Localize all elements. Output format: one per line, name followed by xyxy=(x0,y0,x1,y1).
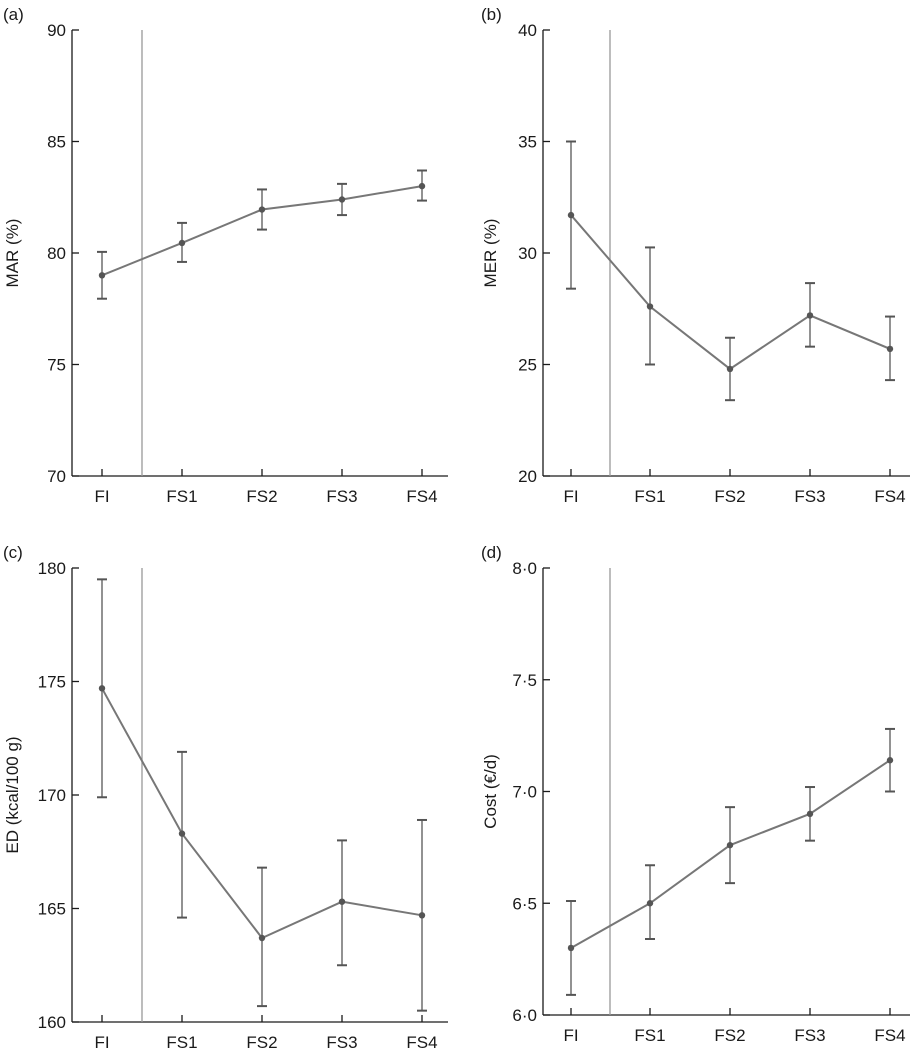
x-tick-label: FI xyxy=(563,1026,578,1045)
y-tick-label: 180 xyxy=(38,559,66,578)
data-point xyxy=(418,912,426,919)
data-point xyxy=(726,841,734,849)
x-tick-label: FS4 xyxy=(874,487,905,506)
data-point xyxy=(567,944,575,952)
chart-panel-4: (d) 6·0 6·5 7·0 7·5 8·0 FI FS1 FS2 FS3 FS4 Cost (€/… xyxy=(481,543,910,1045)
data-point xyxy=(806,810,814,818)
x-tick-label: FS2 xyxy=(246,1033,277,1052)
y-tick-label: 7·5 xyxy=(512,671,537,690)
y-tick-label: 40 xyxy=(518,21,537,40)
x-tick-label: FS1 xyxy=(166,487,197,506)
y-tick-label: 8·0 xyxy=(512,559,537,578)
y-axis-label: ED (kcal/100 g) xyxy=(3,736,22,853)
y-tick-label: 35 xyxy=(518,133,537,152)
y-tick-label: 85 xyxy=(47,133,66,152)
panel-label: (c) xyxy=(3,543,23,562)
y-axis-label: MAR (%) xyxy=(3,219,22,288)
x-tick-label: FS2 xyxy=(246,487,277,506)
x-tick-label: FI xyxy=(94,1033,109,1052)
panel-label: (d) xyxy=(481,543,502,562)
y-tick-label: 6·0 xyxy=(512,1006,537,1025)
x-tick-label: FS3 xyxy=(794,487,825,506)
panel-label: (a) xyxy=(3,5,24,24)
data-point xyxy=(258,934,266,942)
y-tick-label: 20 xyxy=(518,467,537,486)
data-point xyxy=(886,757,894,764)
data-point xyxy=(178,239,186,247)
data-point xyxy=(886,345,894,353)
data-point xyxy=(726,365,734,373)
x-tick-label: FS2 xyxy=(714,487,745,506)
data-point xyxy=(178,830,186,837)
x-tick-label: FS1 xyxy=(166,1033,197,1052)
data-point xyxy=(338,196,346,203)
x-tick-label: FI xyxy=(563,487,578,506)
y-tick-label: 70 xyxy=(47,467,66,486)
data-point xyxy=(98,685,106,692)
y-tick-label: 30 xyxy=(518,244,537,263)
x-tick-label: FS2 xyxy=(714,1026,745,1045)
y-tick-label: 7·0 xyxy=(512,783,537,802)
y-tick-label: 160 xyxy=(38,1013,66,1032)
data-point xyxy=(646,900,654,907)
y-tick-label: 75 xyxy=(47,356,66,375)
x-tick-label: FS1 xyxy=(634,1026,665,1045)
data-point xyxy=(646,303,654,310)
chart-panel-2: (b) 20 25 30 35 40 FI FS1 FS2 FS3 FS4 MER (%) xyxy=(481,5,910,506)
x-tick-label: FS4 xyxy=(406,487,437,506)
chart-panel-3: (c) 160 165 170 175 180 FI FS1 FS2 FS3 FS4 ED (kcal… xyxy=(3,543,448,1052)
panel-label: (b) xyxy=(481,5,502,24)
y-tick-label: 6·5 xyxy=(512,894,537,913)
y-tick-label: 90 xyxy=(47,21,66,40)
x-tick-label: FS3 xyxy=(794,1026,825,1045)
data-point xyxy=(258,206,266,213)
y-tick-label: 175 xyxy=(38,673,66,692)
data-point xyxy=(418,182,426,190)
y-tick-label: 25 xyxy=(518,356,537,375)
y-tick-label: 170 xyxy=(38,786,66,805)
x-tick-label: FS4 xyxy=(874,1026,905,1045)
y-tick-label: 80 xyxy=(47,244,66,263)
x-tick-label: FS3 xyxy=(326,487,357,506)
y-tick-label: 165 xyxy=(38,900,66,919)
chart-panel-1: (a) 70 75 80 85 90 FI FS1 FS2 FS3 FS4 MAR (%) xyxy=(3,5,448,506)
x-tick-label: FS1 xyxy=(634,487,665,506)
x-tick-label: FS4 xyxy=(406,1033,437,1052)
data-point xyxy=(806,312,814,319)
y-axis-label: MER (%) xyxy=(481,219,500,288)
data-point xyxy=(338,898,346,905)
data-point xyxy=(98,272,106,279)
data-point xyxy=(567,211,575,219)
x-tick-label: FS3 xyxy=(326,1033,357,1052)
x-tick-label: FI xyxy=(94,487,109,506)
y-axis-label: Cost (€/d) xyxy=(481,754,500,829)
